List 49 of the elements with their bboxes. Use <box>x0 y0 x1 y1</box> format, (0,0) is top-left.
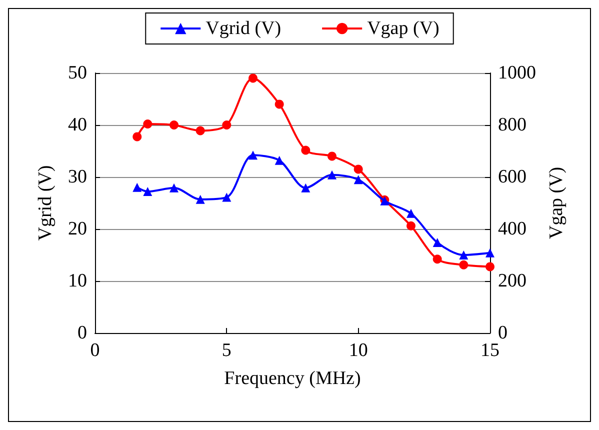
point <box>274 100 284 109</box>
point <box>301 146 310 155</box>
legend-label: Vgap (V) <box>367 18 440 39</box>
y2-tick-label: 200 <box>498 270 526 292</box>
point <box>222 192 232 202</box>
point <box>143 119 152 128</box>
point <box>432 238 442 248</box>
y2-axis-title: Vgap (V) <box>546 166 567 240</box>
point <box>248 150 258 160</box>
legend-label: Vgrid (V) <box>206 18 282 39</box>
point <box>432 254 442 264</box>
y2-tick-label: 800 <box>498 114 526 136</box>
point <box>132 182 142 192</box>
point <box>354 175 363 184</box>
y-tick-label: 0 <box>78 322 87 344</box>
point <box>196 194 205 204</box>
point <box>354 164 363 174</box>
point <box>328 152 336 161</box>
point <box>406 208 416 218</box>
x-axis-title: Frequency (MHz) <box>224 368 361 389</box>
point <box>486 262 494 272</box>
point <box>143 187 152 196</box>
y2-tick-label: 400 <box>498 218 526 240</box>
point <box>459 260 468 270</box>
x-tick-label: 5 <box>222 340 232 361</box>
x-tick-label: 10 <box>348 340 368 361</box>
point <box>196 126 205 136</box>
x-tick-label: 15 <box>480 340 500 361</box>
y-tick-label: 30 <box>68 166 87 188</box>
y2-tick-label: 1000 <box>498 62 536 84</box>
y-tick-label: 20 <box>68 218 87 240</box>
point <box>132 132 142 142</box>
point <box>301 183 310 192</box>
point <box>406 221 416 230</box>
y2-tick-label: 0 <box>498 322 508 344</box>
y-tick-label: 40 <box>68 114 87 136</box>
y-tick-label: 50 <box>68 62 87 84</box>
point <box>486 248 494 258</box>
point <box>170 120 178 130</box>
y-tick-label: 10 <box>68 270 87 292</box>
point <box>274 156 284 165</box>
y-axis-title: Vgrid (V) <box>35 165 56 241</box>
point <box>459 250 468 260</box>
y2-tick-label: 600 <box>498 166 526 188</box>
point <box>328 170 336 180</box>
x-tick-label: 0 <box>90 340 100 361</box>
point <box>222 120 232 130</box>
point <box>248 74 258 83</box>
point <box>170 183 178 192</box>
